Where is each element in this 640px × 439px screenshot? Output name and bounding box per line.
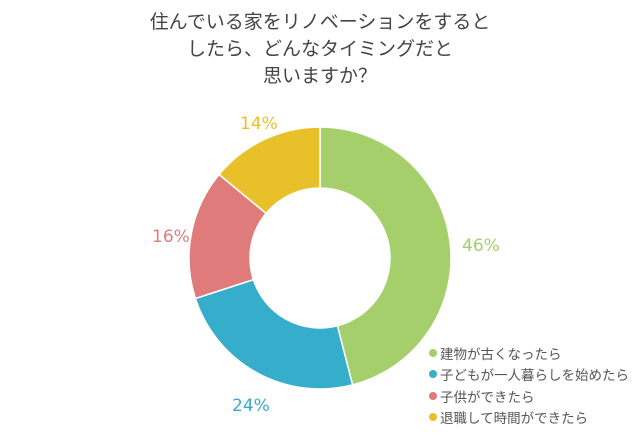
chart-title: 住んでいる家をリノベーションをすると したら、どんなタイミングだと 思いますか？ (0, 9, 640, 90)
legend-label: 退職して時間ができたら (440, 411, 589, 428)
pct-label-yellow: 14% (240, 114, 278, 134)
segment-yellow (218, 126, 321, 215)
legend-label: 子どもが一人暮らしを始めたら (440, 368, 629, 385)
legend-item: 子どもが一人暮らしを始めたら (429, 364, 629, 386)
legend-dot-icon (429, 413, 437, 422)
chart-legend: 建物が古くなったら 子どもが一人暮らしを始めたら 子供ができたら 退職して時間が… (429, 342, 629, 428)
legend-item: 子供ができたら (429, 385, 629, 407)
legend-dot-icon (429, 370, 437, 379)
chart-title-line-2: したら、どんなタイミングだと (186, 38, 453, 60)
segment-green (319, 126, 452, 386)
chart-title-line-1: 住んでいる家をリノベーションをすると (149, 11, 491, 33)
chart-title-line-3: 思いますか？ (262, 65, 377, 87)
pct-label-blue: 24% (232, 396, 270, 416)
legend-item: 退職して時間ができたら (429, 407, 629, 429)
legend-dot-icon (429, 391, 437, 400)
segment-blue (194, 278, 354, 390)
legend-label: 建物が古くなったら (440, 346, 562, 363)
legend-dot-icon (429, 348, 437, 357)
pct-label-red: 16% (152, 227, 190, 247)
pct-label-green: 46% (462, 236, 500, 256)
legend-item: 建物が古くなったら (429, 342, 629, 364)
legend-label: 子供ができたら (440, 389, 535, 406)
